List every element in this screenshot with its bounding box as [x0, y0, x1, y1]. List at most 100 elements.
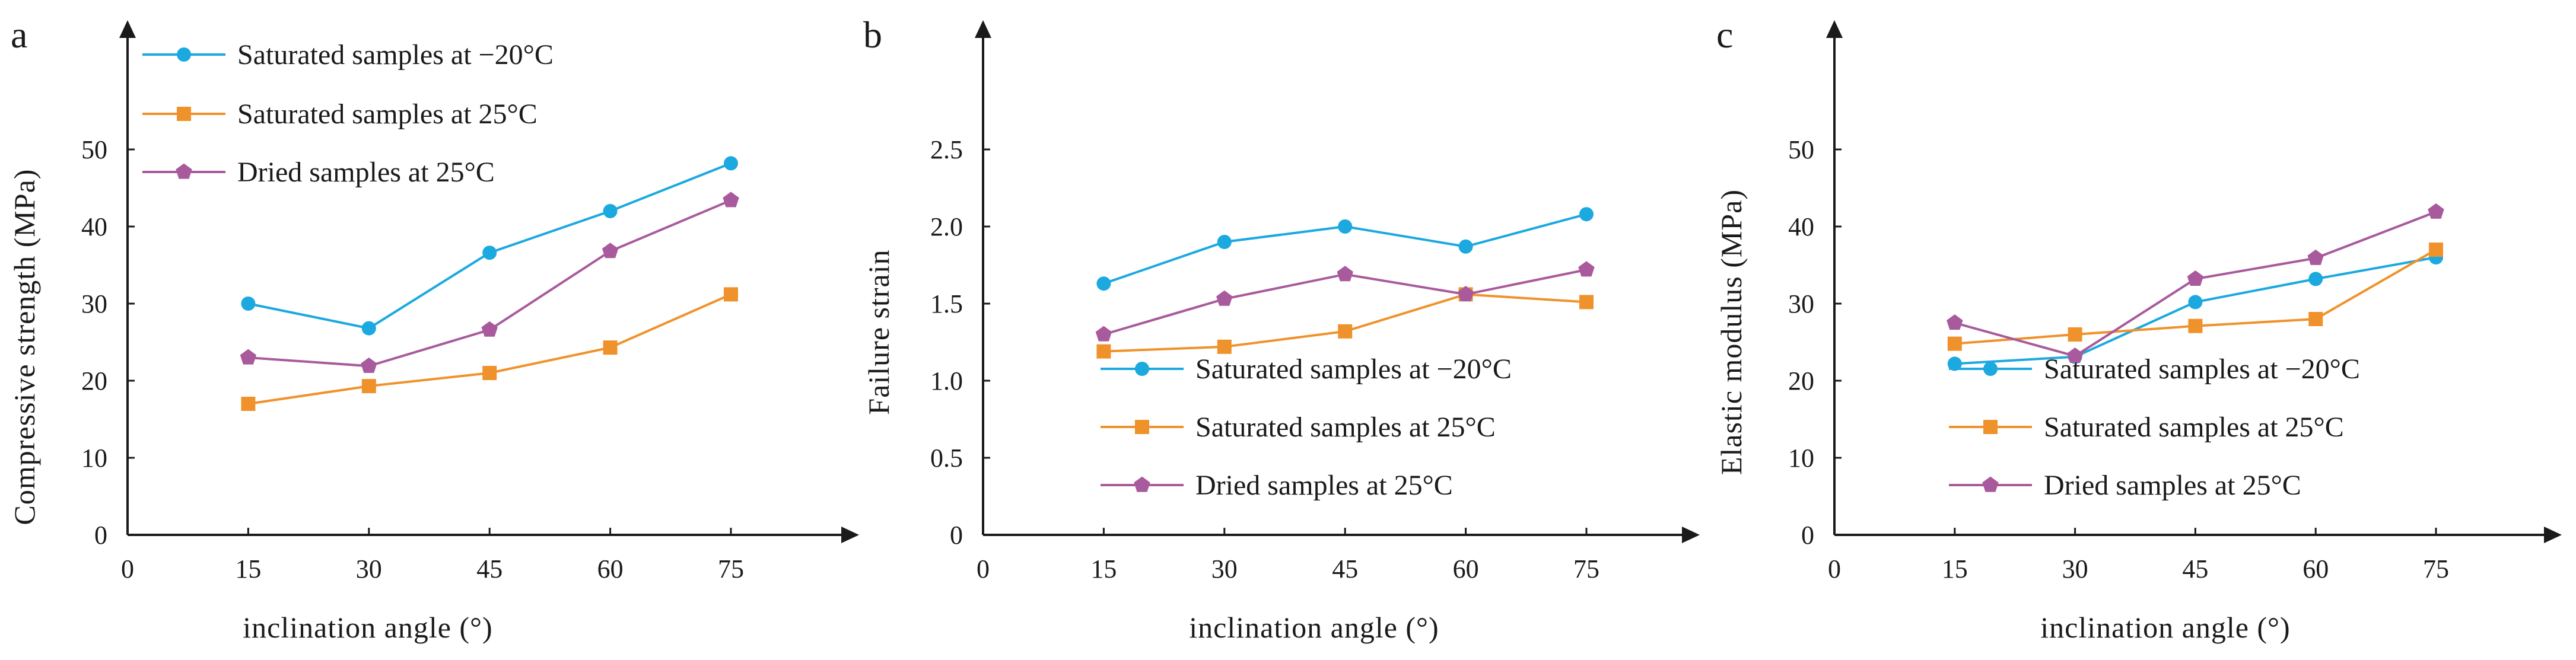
legend-label: Dried samples at 25°C: [2044, 470, 2301, 501]
data-point: [1458, 239, 1473, 254]
data-point: [1337, 266, 1353, 282]
data-point: [241, 296, 256, 311]
x-tick-label: 15: [1942, 554, 1968, 584]
data-point: [603, 204, 618, 218]
y-axis-title: Failure strain: [862, 249, 895, 415]
panel-b: b Failure strain inclination angle (°) 0…: [862, 14, 1700, 644]
data-point: [2429, 243, 2443, 257]
data-point: [2066, 347, 2084, 363]
data-point: [361, 379, 376, 394]
data-point: [1947, 336, 1962, 351]
y-tick-label: 40: [81, 212, 107, 241]
data-point: [2308, 312, 2323, 326]
legend-label: Saturated samples at 25°C: [1195, 412, 1496, 443]
data-point: [1579, 207, 1594, 222]
data-point: [1457, 286, 1474, 301]
y-tick-label: 0.5: [930, 444, 963, 473]
y-axis-arrow-icon: [975, 20, 991, 38]
data-point: [1217, 235, 1232, 249]
panel-c: c Elastic modulus (MPa) inclination angl…: [1715, 14, 2562, 644]
data-point: [2188, 318, 2203, 333]
legend: Saturated samples at −20°C Saturated sam…: [1949, 353, 2360, 501]
data-point: [603, 340, 618, 355]
x-tick-label: 45: [476, 554, 503, 584]
x-axis-title: inclination angle (°): [243, 611, 492, 644]
x-tick-label: 30: [356, 554, 382, 584]
legend-marker-icon: [1982, 476, 1999, 492]
x-tick-label: 0: [121, 554, 134, 584]
data-point: [2188, 295, 2203, 310]
data-point: [2428, 203, 2444, 219]
y-tick-label: 10: [1788, 444, 1814, 473]
y-axis-arrow-icon: [119, 20, 136, 38]
data-point: [1947, 356, 1962, 371]
x-axis-arrow-icon: [2544, 527, 2562, 543]
data-point: [241, 397, 256, 411]
data-point: [1947, 314, 1963, 330]
data-point: [240, 349, 257, 365]
y-axis-arrow-icon: [1826, 20, 1843, 38]
data-point: [1578, 261, 1595, 277]
data-point: [1216, 290, 1233, 306]
y-tick-label: 2.0: [930, 212, 963, 241]
data-point: [2068, 327, 2082, 342]
data-point: [2308, 272, 2323, 286]
y-axis-title: Compressive strength (MPa): [8, 169, 41, 525]
legend-marker-icon: [1983, 362, 1998, 376]
legend-entry: Saturated samples at 25°C: [1101, 412, 1496, 443]
x-tick-label: 45: [1332, 554, 1358, 584]
x-tick-label: 45: [2182, 554, 2208, 584]
y-tick-label: 1.0: [930, 366, 963, 396]
series-group: [240, 156, 739, 411]
data-point: [1579, 295, 1594, 310]
legend-entry: Saturated samples at −20°C: [142, 39, 554, 71]
x-axis-title: inclination angle (°): [1189, 611, 1439, 644]
x-tick-label: 30: [2062, 554, 2088, 584]
data-point: [1096, 344, 1111, 359]
series-group: [1095, 207, 1595, 359]
legend-marker-icon: [1135, 362, 1149, 376]
legend-label: Saturated samples at 25°C: [2044, 412, 2344, 443]
data-point: [1095, 326, 1112, 342]
legend-entry: Dried samples at 25°C: [142, 157, 495, 188]
y-tick-label: 50: [1788, 135, 1814, 164]
panel-letter: a: [11, 14, 27, 56]
x-tick-label: 0: [1828, 554, 1841, 584]
series-line-2: [248, 199, 732, 368]
legend-label: Dried samples at 25°C: [1195, 470, 1453, 501]
series-line-1: [248, 293, 732, 405]
data-point: [482, 245, 497, 260]
x-tick-label: 60: [1453, 554, 1479, 584]
data-point: [361, 357, 377, 373]
data-point: [724, 156, 738, 171]
data-point: [481, 321, 498, 337]
x-tick-label: 30: [1211, 554, 1238, 584]
data-point: [2187, 270, 2204, 286]
y-tick-label: 20: [1788, 366, 1814, 396]
legend-marker-icon: [177, 107, 191, 121]
x-tick-label: 75: [1573, 554, 1599, 584]
x-tick-label: 60: [597, 554, 624, 584]
y-tick-label: 2.5: [930, 135, 963, 164]
legend-label: Saturated samples at −20°C: [237, 39, 554, 71]
legend-label: Saturated samples at −20°C: [1195, 353, 1512, 385]
series-line-1: [1103, 293, 1587, 353]
y-tick-label: 20: [81, 366, 107, 396]
legend: Saturated samples at −20°C Saturated sam…: [1101, 353, 1512, 501]
data-point: [724, 287, 738, 302]
legend-entry: Saturated samples at 25°C: [1949, 412, 2344, 443]
x-tick-label: 15: [1090, 554, 1117, 584]
data-point: [361, 321, 376, 336]
legend-entry: Dried samples at 25°C: [1101, 470, 1453, 501]
x-tick-label: 60: [2303, 554, 2329, 584]
legend-marker-icon: [1983, 420, 1998, 434]
data-point: [1338, 324, 1353, 339]
legend-marker-icon: [176, 163, 192, 179]
y-tick-label: 0: [1801, 521, 1814, 550]
panel-a: a Compressive strength (MPa) inclination…: [8, 14, 859, 644]
legend-marker-icon: [1134, 476, 1150, 492]
legend-marker-icon: [1135, 420, 1149, 434]
y-axis-title: Elastic modulus (MPa): [1715, 189, 1748, 475]
legend-entry: Dried samples at 25°C: [1949, 470, 2301, 501]
legend-marker-icon: [177, 47, 191, 62]
